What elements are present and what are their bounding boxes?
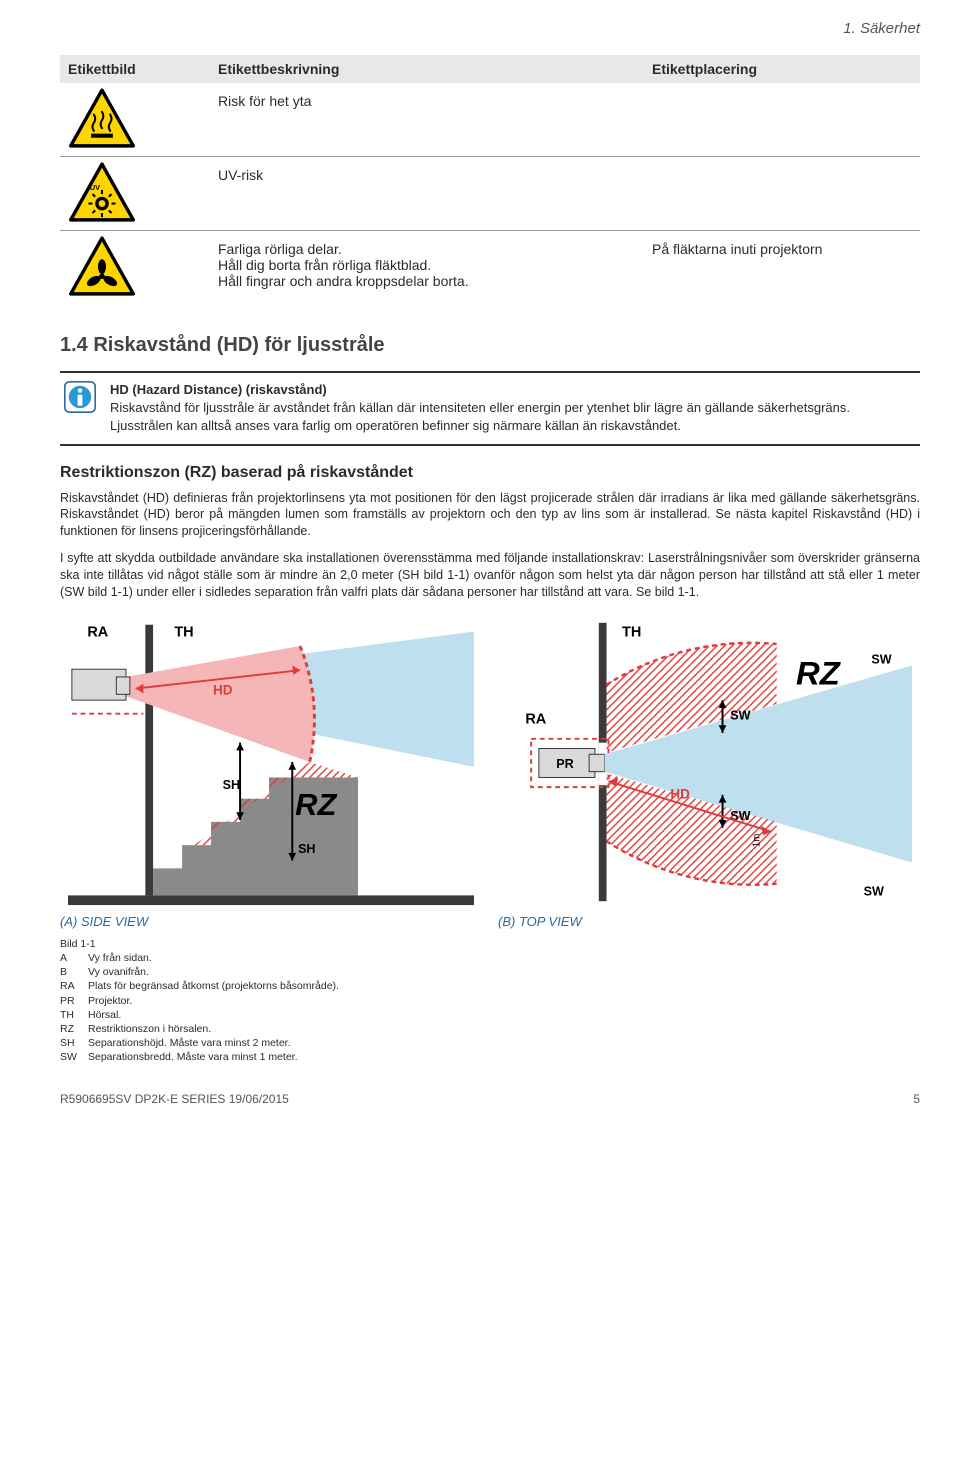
- svg-text:SW: SW: [864, 884, 884, 898]
- info-text: HD (Hazard Distance) (riskavstånd) Riska…: [110, 381, 916, 436]
- desc-fan: Farliga rörliga delar. Håll dig borta fr…: [218, 235, 652, 289]
- diagram-b-caption: (B) TOP VIEW: [498, 914, 920, 929]
- footer-right: 5: [913, 1092, 920, 1106]
- th-place: Etikettplacering: [652, 61, 912, 77]
- svg-text:TH: TH: [174, 624, 193, 640]
- paragraph-1: Riskavståndet (HD) definieras från proje…: [60, 490, 920, 541]
- svg-text:SW: SW: [871, 652, 891, 666]
- svg-text:SW: SW: [730, 708, 750, 722]
- diagram-a-caption: (A) SIDE VIEW: [60, 914, 482, 929]
- paragraph-2: I syfte att skydda outbildade användare …: [60, 550, 920, 601]
- page-footer: R5906695SV DP2K-E SERIES 19/06/2015 5: [60, 1092, 920, 1106]
- th-image: Etikettbild: [68, 61, 218, 77]
- info-icon: [64, 381, 96, 413]
- legend-title: Bild 1-1: [60, 937, 920, 951]
- svg-text:RA: RA: [87, 624, 108, 640]
- desc-heat: Risk för het yta: [218, 87, 652, 109]
- place-uv: [652, 161, 912, 167]
- warn-uv-icon: UV: [68, 161, 218, 226]
- table-row: Risk för het yta: [60, 83, 920, 157]
- warn-fan-icon: [68, 235, 218, 300]
- info-heading: HD (Hazard Distance) (riskavstånd): [110, 382, 327, 397]
- table-header-row: Etikettbild Etikettbeskrivning Etikettpl…: [60, 55, 920, 83]
- info-box: HD (Hazard Distance) (riskavstånd) Riska…: [60, 371, 920, 446]
- section-title: 1.4 Riskavstånd (HD) för ljusstråle: [60, 334, 920, 357]
- diagram-top-view: TH RA PR RZ SW S: [498, 617, 920, 929]
- svg-text:SH: SH: [223, 778, 240, 792]
- svg-text:UV: UV: [90, 183, 100, 192]
- svg-text:HD: HD: [670, 787, 690, 802]
- th-desc: Etikettbeskrivning: [218, 61, 652, 77]
- warn-heat-icon: [68, 87, 218, 152]
- sub-heading: Restriktionszon (RZ) baserad på riskavst…: [60, 464, 920, 482]
- page-header: 1. Säkerhet: [60, 20, 920, 37]
- svg-text:SH: SH: [298, 842, 315, 856]
- desc-uv: UV-risk: [218, 161, 652, 183]
- svg-text:RZ: RZ: [796, 654, 842, 691]
- place-fan: På fläktarna inuti projektorn: [652, 235, 912, 257]
- svg-text:1m: 1m: [751, 833, 762, 846]
- info-body: Riskavstånd för ljusstråle är avståndet …: [110, 400, 850, 433]
- svg-text:RA: RA: [525, 711, 546, 727]
- footer-left: R5906695SV DP2K-E SERIES 19/06/2015: [60, 1092, 289, 1106]
- svg-text:RZ: RZ: [295, 787, 337, 822]
- table-row: Farliga rörliga delar. Håll dig borta fr…: [60, 231, 920, 304]
- svg-text:HD: HD: [213, 682, 233, 697]
- svg-text:TH: TH: [622, 624, 641, 640]
- place-heat: [652, 87, 912, 93]
- table-row: UV UV-risk: [60, 157, 920, 231]
- diagram-side-view: RA TH HD RZ: [60, 617, 482, 929]
- svg-text:PR: PR: [556, 757, 573, 771]
- legend: Bild 1-1 AVy från sidan. BVy ovanifrån. …: [60, 937, 920, 1065]
